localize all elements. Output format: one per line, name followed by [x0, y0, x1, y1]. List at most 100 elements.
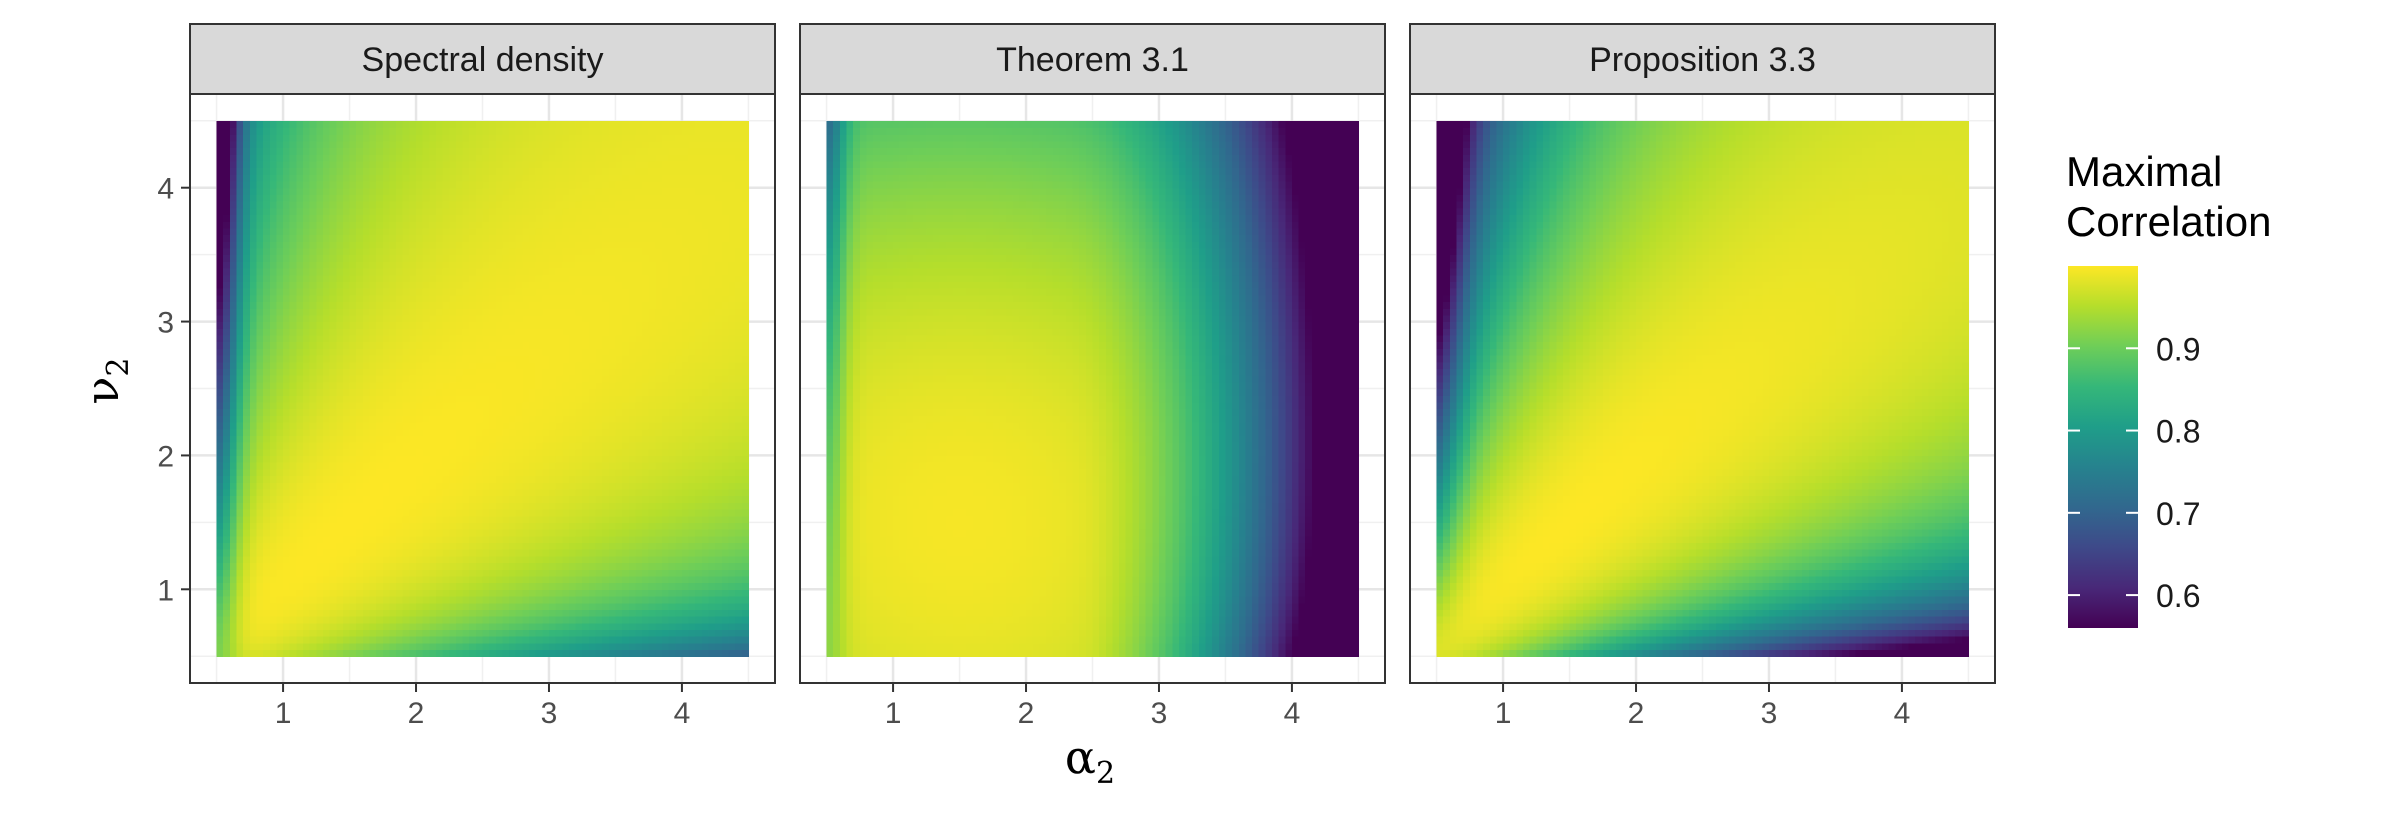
heatmap-cell — [542, 448, 550, 457]
heatmap-cell — [529, 582, 537, 590]
heatmap-cell — [389, 562, 397, 570]
heatmap-cell — [389, 468, 397, 477]
heatmap-cell — [362, 589, 371, 597]
heatmap-cell — [382, 388, 391, 396]
heatmap-cell — [369, 321, 377, 329]
heatmap-cell — [708, 549, 716, 557]
heatmap-cell — [435, 261, 444, 269]
heatmap-cell — [668, 375, 676, 383]
heatmap-cell — [362, 508, 371, 517]
heatmap-cell — [362, 649, 371, 657]
heatmap-cell — [615, 442, 623, 450]
heatmap-cell — [648, 381, 656, 390]
heatmap-cell — [223, 609, 231, 617]
heatmap-cell — [602, 508, 610, 517]
heatmap-cell — [575, 522, 583, 530]
heatmap-cell — [495, 274, 504, 283]
heatmap-cell — [369, 241, 377, 249]
heatmap-cell — [668, 421, 676, 430]
heatmap-cell — [256, 616, 264, 624]
heatmap-cell — [249, 622, 258, 631]
heatmap-cell — [376, 542, 384, 550]
heatmap-cell — [336, 415, 344, 423]
heatmap-cell — [695, 268, 703, 276]
heatmap-cell — [615, 408, 623, 416]
heatmap-cell — [316, 609, 324, 617]
heatmap-cell — [462, 649, 470, 657]
heatmap-cell — [482, 569, 490, 577]
heatmap-cell — [455, 428, 464, 436]
heatmap-cell — [396, 622, 404, 631]
heatmap-cell — [223, 261, 231, 269]
heatmap-cell — [389, 482, 397, 490]
heatmap-cell — [535, 421, 543, 430]
heatmap-cell — [462, 421, 470, 430]
heatmap-cell — [655, 488, 663, 497]
heatmap-cell — [655, 589, 663, 597]
heatmap-cell — [422, 241, 430, 249]
heatmap-cell — [256, 595, 264, 604]
heatmap-cell — [442, 649, 450, 657]
heatmap-cell — [442, 408, 450, 416]
heatmap-cell — [661, 622, 670, 631]
heatmap-cell — [668, 495, 676, 503]
heatmap-cell — [396, 375, 404, 383]
heatmap-cell — [416, 415, 424, 423]
heatmap-cell — [376, 468, 384, 477]
heatmap-cell — [402, 502, 410, 510]
heatmap-cell — [469, 274, 477, 283]
heatmap-cell — [276, 582, 284, 590]
heatmap-cell — [721, 502, 730, 510]
heatmap-cell — [715, 582, 723, 590]
heatmap-cell — [396, 395, 404, 403]
heatmap-cell — [568, 428, 577, 436]
heatmap-cell — [289, 234, 297, 242]
heatmap-cell — [256, 582, 264, 590]
heatmap-cell — [369, 542, 377, 550]
heatmap-cell — [582, 415, 590, 423]
heatmap-cell — [455, 535, 464, 544]
heatmap-cell — [369, 555, 377, 564]
heatmap-cell — [336, 234, 344, 242]
heatmap-cell — [249, 502, 258, 510]
heatmap-cell — [568, 261, 577, 269]
heatmap-cell — [449, 468, 457, 477]
heatmap-cell — [562, 368, 570, 376]
heatmap-cell — [236, 415, 244, 423]
heatmap-cell — [269, 649, 278, 657]
heatmap-cell — [329, 375, 337, 383]
heatmap-cell — [741, 281, 750, 289]
heatmap-cell — [263, 381, 271, 390]
heatmap-cell — [582, 308, 590, 316]
heatmap-cell — [349, 381, 357, 390]
heatmap-cell — [642, 254, 650, 262]
heatmap-cell — [495, 602, 504, 610]
heatmap-cell — [449, 475, 457, 483]
heatmap-cell — [322, 308, 331, 316]
heatmap-cell — [396, 462, 404, 470]
heatmap-cell — [429, 247, 437, 256]
heatmap-cell — [608, 341, 617, 349]
heatmap-cell — [429, 575, 437, 584]
heatmap-cell — [741, 515, 750, 523]
heatmap-cell — [449, 522, 457, 530]
heatmap-cell — [429, 488, 437, 497]
heatmap-cell — [469, 288, 477, 296]
heatmap-cell — [376, 241, 384, 249]
heatmap-cell — [276, 595, 284, 604]
heatmap-cell — [462, 254, 470, 262]
heatmap-cell — [735, 475, 743, 483]
heatmap-cell — [382, 502, 391, 510]
heatmap-cell — [229, 428, 238, 436]
heatmap-cell — [356, 381, 364, 390]
heatmap-cell — [661, 268, 670, 276]
heatmap-cell — [482, 408, 490, 416]
heatmap-cell — [701, 355, 710, 363]
heatmap-cell — [655, 435, 663, 443]
heatmap-cell — [648, 522, 656, 530]
heatmap-cell — [356, 542, 364, 550]
heatmap-cell — [283, 549, 291, 557]
heatmap-cell — [249, 375, 258, 383]
heatmap-cell — [622, 522, 630, 530]
heatmap-cell — [329, 508, 337, 517]
